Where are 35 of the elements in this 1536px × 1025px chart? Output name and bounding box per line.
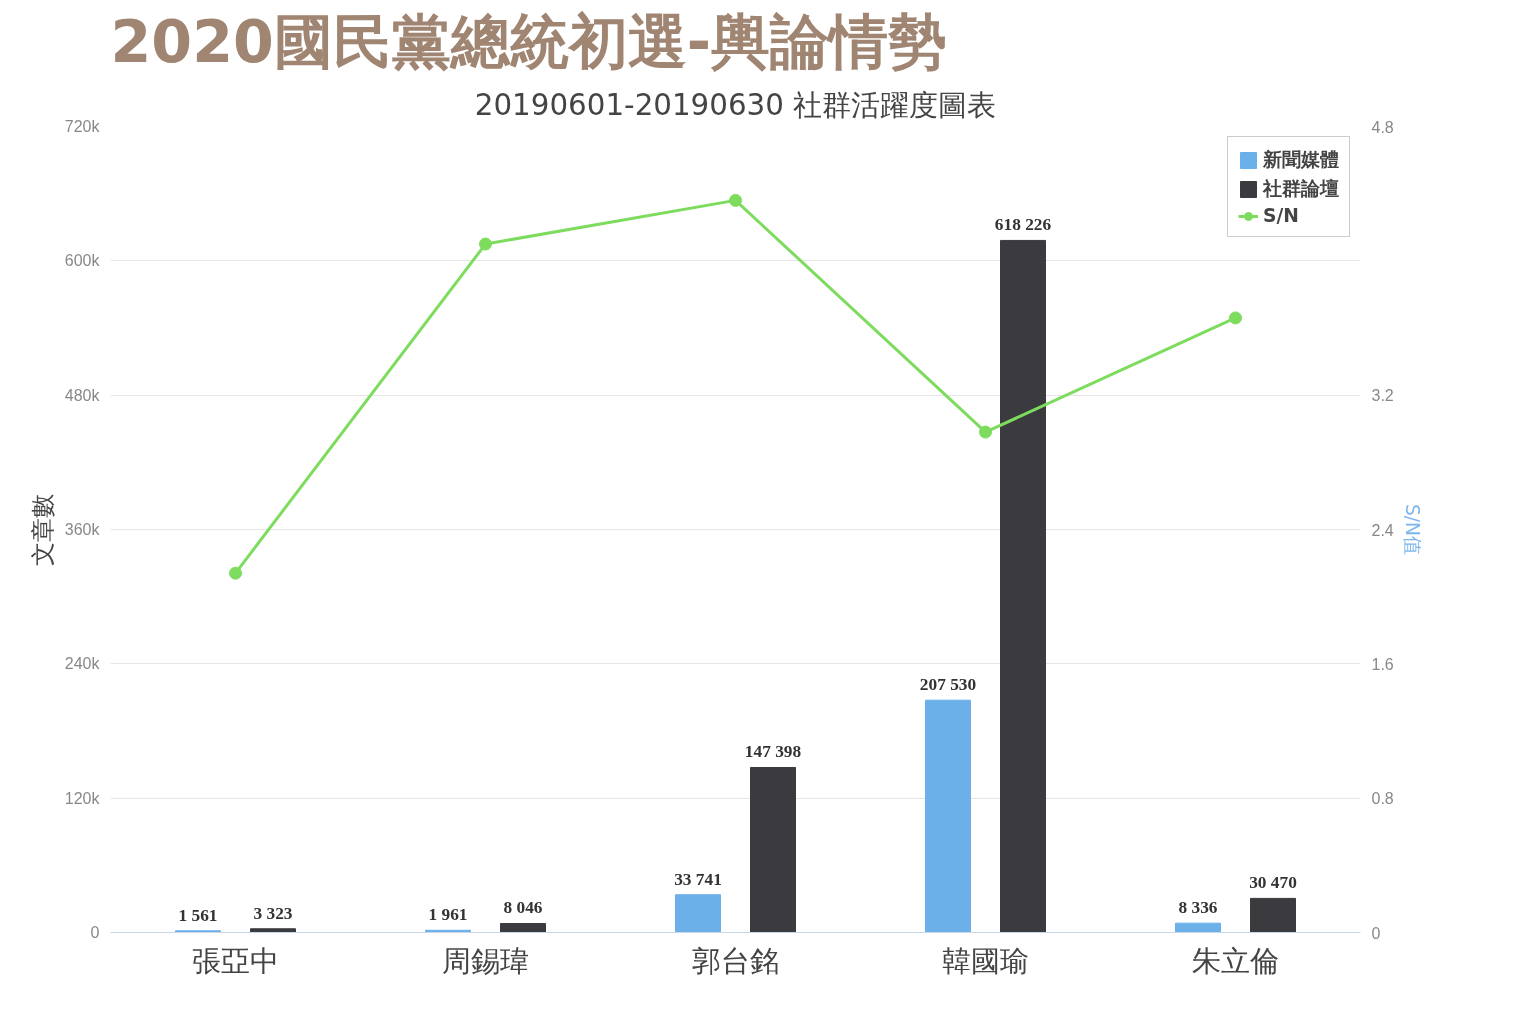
y2-tick-label: 4.8 <box>1371 118 1394 136</box>
data-label: 1 561 <box>178 905 218 925</box>
legend-label: 社群論壇 <box>1263 177 1339 201</box>
y2-tick-label: 1.6 <box>1371 655 1394 673</box>
data-label: 618 226 <box>994 215 1052 235</box>
y-tick-label: 360k <box>64 521 101 538</box>
y-axis-title: 文章數 <box>28 493 57 566</box>
y-tick-label: 120k <box>64 789 101 807</box>
y2-tick-label: 3.2 <box>1371 387 1394 405</box>
y-tick-label: 720k <box>64 118 101 135</box>
y2-axis-title: S/N值 <box>1401 503 1423 556</box>
data-label: 147 398 <box>744 742 802 762</box>
y-tick-label: 0 <box>90 924 100 941</box>
data-label: 30 470 <box>1249 873 1297 893</box>
legend-label: 新聞媒體 <box>1263 148 1339 172</box>
x-tick-label: 韓國瑜 <box>942 943 1029 978</box>
x-tick-label: 周錫瑋 <box>442 943 529 978</box>
data-label: 8 336 <box>1178 898 1218 918</box>
data-label: 8 046 <box>503 898 543 918</box>
x-tick-label: 郭台銘 <box>692 943 779 978</box>
y-tick-label: 480k <box>64 386 101 404</box>
data-label: 3 323 <box>253 903 293 923</box>
chart-title: 2020國民黨總統初選-輿論情勢 <box>110 7 948 76</box>
data-label: 1 961 <box>428 905 468 925</box>
y2-tick-label: 0 <box>1371 924 1381 942</box>
y-tick-label: 240k <box>64 655 101 673</box>
y2-tick-label: 0.8 <box>1371 790 1394 808</box>
data-label: 207 530 <box>919 675 977 695</box>
x-tick-label: 朱立倫 <box>1192 943 1279 978</box>
chart-subtitle: 20190601-20190630 社群活躍度圖表 <box>474 87 997 122</box>
y-tick-label: 600k <box>64 252 101 270</box>
legend-label: S/N <box>1263 205 1299 226</box>
data-label: 33 741 <box>674 869 722 889</box>
y2-tick-label: 2.4 <box>1371 521 1394 539</box>
x-tick-label: 張亞中 <box>192 943 279 978</box>
